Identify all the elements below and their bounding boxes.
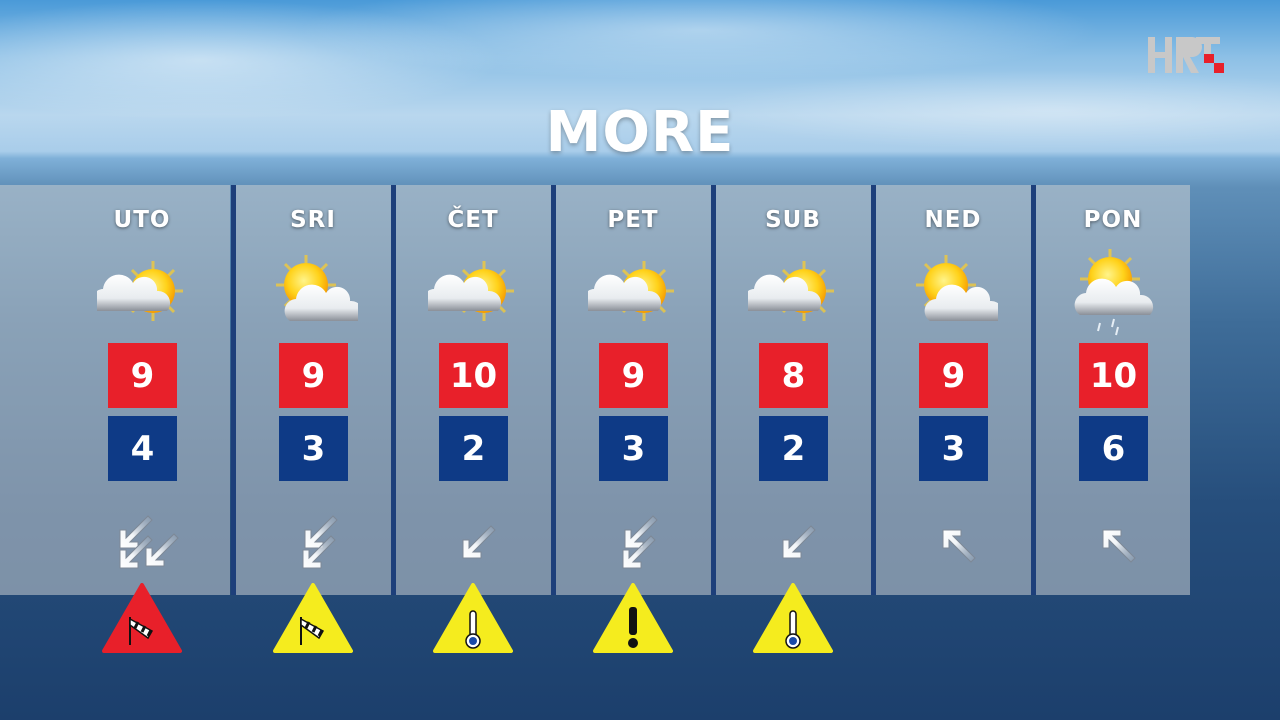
min-temperature: 4	[108, 416, 177, 481]
day-column: UTO 9 4	[65, 185, 219, 665]
wind-direction-icon	[462, 525, 496, 559]
wind-warning-icon	[102, 583, 182, 653]
max-temperature: 9	[919, 343, 988, 408]
day-column: SUB 8 2	[716, 185, 870, 665]
wind-arrow-icon	[782, 525, 816, 559]
max-temperature: 8	[759, 343, 828, 408]
cloud-sun-weather-icon	[97, 259, 185, 323]
sky-background	[0, 0, 1280, 160]
divider	[231, 185, 236, 595]
max-temperature: 9	[599, 343, 668, 408]
wind-direction-icon	[1102, 529, 1136, 563]
divider	[1031, 185, 1036, 595]
cloud-sun-weather-icon	[748, 259, 836, 323]
divider	[551, 185, 556, 595]
hrt-logo	[1148, 37, 1224, 73]
day-label: PET	[607, 207, 659, 233]
min-temperature: 2	[759, 416, 828, 481]
wind-warning-icon	[273, 583, 353, 653]
day-label: NED	[924, 207, 982, 233]
max-temperature: 9	[108, 343, 177, 408]
max-temperature: 10	[1079, 343, 1148, 408]
divider	[391, 185, 396, 595]
max-temperature: 10	[439, 343, 508, 408]
day-label: UTO	[113, 207, 171, 233]
day-column: PET 9 3	[556, 185, 710, 665]
sun-cloud-weather-icon	[914, 253, 998, 321]
day-label: PON	[1083, 207, 1143, 233]
day-column: SRI 9 3	[236, 185, 390, 665]
day-column: PON 10 6	[1036, 185, 1190, 665]
min-temperature: 3	[599, 416, 668, 481]
temperature-warning-icon	[433, 583, 513, 653]
day-column: NED 9 3	[876, 185, 1030, 665]
wind-arrow-icon	[942, 529, 976, 563]
wind-direction-icon	[942, 529, 976, 563]
min-temperature: 3	[279, 416, 348, 481]
cloud-sun-weather-icon	[428, 259, 516, 323]
divider	[871, 185, 876, 595]
min-temperature: 3	[919, 416, 988, 481]
wind-direction-icon	[302, 515, 338, 569]
wind-direction-icon	[782, 525, 816, 559]
sun-cloud-weather-icon	[274, 253, 358, 321]
min-temperature: 2	[439, 416, 508, 481]
wind-direction-icon	[622, 515, 658, 569]
day-label: ČET	[447, 207, 499, 233]
page-title: MORE	[545, 100, 735, 165]
wind-arrow-icon	[462, 525, 496, 559]
wind-arrow-icon	[1102, 529, 1136, 563]
day-column: ČET 10 2	[396, 185, 550, 665]
sun-cloud-rain-weather-icon	[1074, 247, 1154, 336]
day-label: SRI	[290, 207, 336, 233]
day-label: SUB	[765, 207, 821, 233]
wind-direction-icon	[119, 515, 179, 569]
divider	[711, 185, 716, 595]
general-warning-icon	[593, 583, 673, 653]
min-temperature: 6	[1079, 416, 1148, 481]
cloud-sun-weather-icon	[588, 259, 676, 323]
temperature-warning-icon	[753, 583, 833, 653]
max-temperature: 9	[279, 343, 348, 408]
